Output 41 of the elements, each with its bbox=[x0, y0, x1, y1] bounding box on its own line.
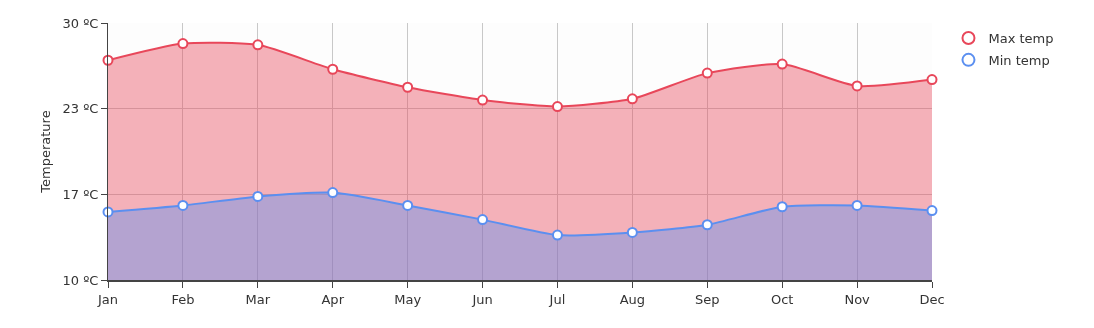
point bbox=[551, 101, 563, 113]
x-tick-label: Mar bbox=[245, 291, 271, 307]
x-tick-label: Jul bbox=[548, 291, 566, 307]
x-tick-label: Feb bbox=[171, 291, 195, 307]
point bbox=[327, 63, 339, 75]
legend-label: Max temp bbox=[988, 31, 1054, 47]
x-tick-label: Aug bbox=[619, 291, 646, 307]
point bbox=[402, 81, 414, 93]
point bbox=[252, 39, 264, 51]
point bbox=[701, 67, 713, 79]
x-tick-label: Sep bbox=[695, 291, 720, 307]
point bbox=[851, 199, 863, 211]
point bbox=[402, 199, 414, 211]
point bbox=[926, 74, 938, 86]
legend-label: Min temp bbox=[988, 52, 1050, 68]
x-tick-label: Apr bbox=[321, 291, 345, 307]
x-tick-label: Dec bbox=[919, 291, 945, 307]
point bbox=[626, 93, 638, 105]
y-axis-title: Temperature bbox=[38, 110, 54, 194]
y-tick-label: 30 ºC bbox=[62, 15, 99, 31]
point bbox=[626, 226, 638, 238]
point bbox=[177, 38, 189, 50]
point bbox=[776, 201, 788, 213]
point bbox=[252, 190, 264, 202]
point bbox=[926, 205, 938, 217]
point bbox=[477, 214, 489, 226]
point bbox=[851, 80, 863, 92]
x-tick-label: May bbox=[394, 291, 422, 307]
x-tick-label: Oct bbox=[770, 291, 794, 307]
x-tick-label: Jan bbox=[96, 291, 119, 307]
y-tick-label: 17 ºC bbox=[62, 186, 99, 202]
point bbox=[776, 58, 788, 70]
y-tick-label: 23 ºC bbox=[62, 101, 99, 117]
point bbox=[701, 219, 713, 231]
x-tick-label: Jun bbox=[471, 291, 493, 307]
point bbox=[177, 199, 189, 211]
y-tick-label: 10 ºC bbox=[62, 272, 99, 288]
point bbox=[327, 187, 339, 199]
x-tick-label: Nov bbox=[844, 291, 871, 307]
point bbox=[477, 94, 489, 106]
point bbox=[551, 229, 563, 241]
